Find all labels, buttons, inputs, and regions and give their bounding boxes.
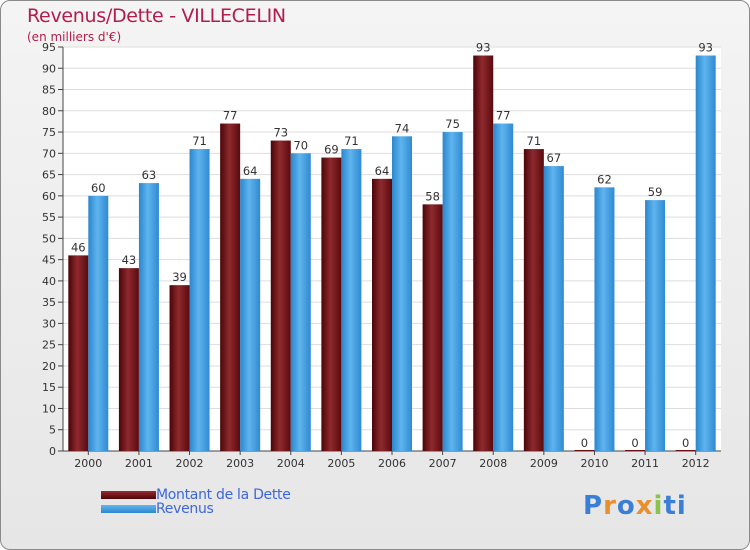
- data-label: 71: [192, 134, 207, 148]
- bar-revenus: [341, 149, 362, 451]
- data-label: 93: [698, 41, 713, 55]
- y-tick-label: 85: [42, 84, 56, 97]
- y-tick-label: 75: [42, 126, 56, 139]
- data-label: 69: [324, 143, 339, 157]
- bar-dette: [321, 157, 342, 451]
- y-tick-label: 30: [42, 317, 56, 330]
- data-label: 77: [496, 109, 511, 123]
- data-label: 64: [243, 164, 258, 178]
- data-label: 46: [71, 240, 86, 254]
- data-label: 39: [172, 270, 187, 284]
- data-label: 67: [547, 151, 562, 165]
- y-tick-label: 0: [49, 445, 56, 458]
- data-label: 0: [631, 436, 638, 450]
- data-label: 64: [375, 164, 390, 178]
- y-tick-label: 55: [42, 211, 56, 224]
- legend-swatch-revenus: [101, 505, 156, 513]
- y-tick-label: 20: [42, 360, 56, 373]
- y-tick-label: 90: [42, 62, 56, 75]
- y-tick-label: 60: [42, 190, 56, 203]
- bar-dette: [68, 255, 89, 451]
- bar-dette: [523, 149, 544, 451]
- data-label: 0: [581, 436, 588, 450]
- y-tick-label: 95: [42, 41, 56, 54]
- y-tick-label: 5: [49, 424, 56, 437]
- bar-revenus: [442, 132, 463, 452]
- bar-revenus: [138, 183, 159, 451]
- y-tick-label: 40: [42, 275, 56, 288]
- data-label: 62: [597, 172, 612, 186]
- y-tick-label: 80: [42, 105, 56, 118]
- x-tick-label: 2007: [429, 457, 457, 470]
- proxiti-logo: Proxiti: [583, 491, 687, 521]
- x-tick-label: 2010: [580, 457, 608, 470]
- bar-revenus: [392, 136, 412, 451]
- legend-swatch-dette: [101, 491, 156, 499]
- data-label: 73: [273, 126, 288, 140]
- y-tick-label: 50: [42, 232, 56, 245]
- data-label: 71: [344, 134, 359, 148]
- x-tick-label: 2003: [226, 457, 254, 470]
- y-tick-label: 10: [42, 402, 56, 415]
- data-label: 0: [682, 436, 689, 450]
- chart-subtitle: (en milliers d'€): [27, 30, 122, 44]
- bar-revenus: [240, 178, 261, 451]
- x-tick-label: 2005: [327, 457, 355, 470]
- data-label: 71: [527, 134, 542, 148]
- data-label: 63: [142, 168, 157, 182]
- data-label: 74: [395, 121, 410, 135]
- bar-revenus: [594, 187, 615, 451]
- bar-revenus: [88, 195, 109, 451]
- chart-title: Revenus/Dette - VILLECELIN: [27, 5, 286, 27]
- y-tick-label: 35: [42, 296, 56, 309]
- bar-revenus: [493, 123, 514, 452]
- x-tick-label: 2001: [125, 457, 153, 470]
- data-label: 58: [425, 189, 440, 203]
- data-label: 60: [91, 181, 106, 195]
- x-tick-label: 2002: [176, 457, 204, 470]
- data-label: 77: [223, 109, 238, 123]
- bar-dette: [270, 140, 291, 451]
- x-tick-label: 2012: [682, 457, 710, 470]
- bar-revenus: [695, 55, 716, 452]
- y-tick-label: 15: [42, 381, 56, 394]
- x-tick-label: 2004: [277, 457, 305, 470]
- data-label: 75: [445, 117, 460, 131]
- bar-dette: [118, 268, 139, 451]
- bar-revenus: [290, 153, 311, 451]
- legend-label-revenus: Revenus: [156, 501, 214, 517]
- y-tick-label: 25: [42, 339, 56, 352]
- data-label: 59: [648, 185, 663, 199]
- bar-revenus: [189, 149, 210, 451]
- bar-revenus: [645, 200, 666, 451]
- x-tick-label: 2006: [378, 457, 406, 470]
- x-tick-label: 2011: [631, 457, 659, 470]
- x-tick-label: 2000: [74, 457, 102, 470]
- y-tick-label: 65: [42, 169, 56, 182]
- bar-dette: [422, 204, 443, 451]
- data-label: 43: [122, 253, 137, 267]
- bar-dette: [220, 123, 241, 452]
- bar-dette: [473, 55, 494, 452]
- bar-dette: [372, 178, 392, 451]
- bar-revenus: [543, 166, 564, 452]
- y-tick-label: 70: [42, 147, 56, 160]
- x-tick-label: 2009: [530, 457, 558, 470]
- data-label: 93: [476, 41, 491, 55]
- y-tick-label: 45: [42, 254, 56, 267]
- legend-label-dette: Montant de la Dette: [156, 487, 291, 503]
- bar-dette: [169, 285, 190, 451]
- x-tick-label: 2008: [479, 457, 507, 470]
- data-label: 70: [293, 138, 308, 152]
